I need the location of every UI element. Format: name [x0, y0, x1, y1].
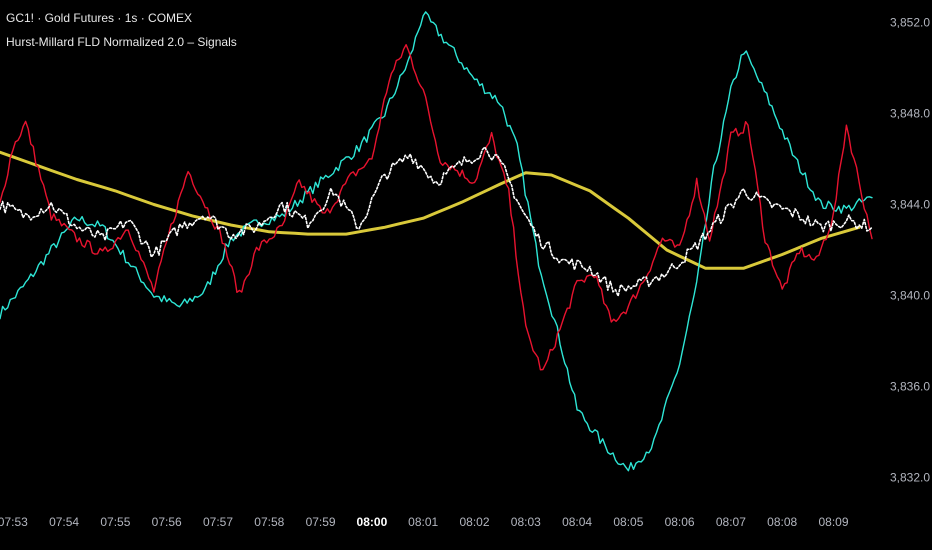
time-tick-label: 08:07: [716, 515, 746, 529]
time-tick-label: 07:53: [0, 515, 28, 529]
time-tick-label: 08:02: [459, 515, 489, 529]
time-tick-label: 07:58: [254, 515, 284, 529]
red-series-line[interactable]: [0, 44, 873, 371]
time-tick-label: 08:04: [562, 515, 592, 529]
time-tick-label: 08:03: [511, 515, 541, 529]
price-tick-label: 3,844.0: [890, 198, 930, 212]
time-tick-label: 08:06: [665, 515, 695, 529]
series-layer: [0, 11, 873, 472]
time-tick-label: 08:08: [767, 515, 797, 529]
symbol-title[interactable]: GC1! · Gold Futures · 1s · COMEX: [6, 11, 193, 25]
time-tick-label: 07:59: [306, 515, 336, 529]
price-tick-label: 3,832.0: [890, 470, 930, 484]
time-tick-label: 08:05: [613, 515, 643, 529]
time-tick-label: 08:09: [818, 515, 848, 529]
price-tick-label: 3,852.0: [890, 16, 930, 30]
price-tick-label: 3,848.0: [890, 107, 930, 121]
price-tick-label: 3,840.0: [890, 289, 930, 303]
price-axis[interactable]: 3,852.0 3,848.0 3,844.0 3,840.0 3,836.0 3,832…: [890, 16, 930, 485]
time-tick-label: 07:54: [49, 515, 79, 529]
time-axis[interactable]: 07:53 07:54 07:55 07:56 07:57 07:58 07:59 08:00…: [0, 515, 849, 529]
chart-legend: GC1! · Gold Futures · 1s · COMEX Hurst-M…: [6, 6, 237, 54]
price-series-line[interactable]: [0, 146, 873, 297]
indicator-title[interactable]: Hurst-Millard FLD Normalized 2.0 – Signa…: [6, 35, 237, 49]
price-tick-label: 3,836.0: [890, 379, 930, 393]
cyan-series-line[interactable]: [0, 11, 873, 472]
time-tick-label: 08:01: [408, 515, 438, 529]
time-tick-label: 08:00: [357, 515, 388, 529]
yellow-series-line[interactable]: [0, 150, 861, 270]
time-tick-label: 07:57: [203, 515, 233, 529]
time-tick-label: 07:55: [100, 515, 130, 529]
time-tick-label: 07:56: [152, 515, 182, 529]
